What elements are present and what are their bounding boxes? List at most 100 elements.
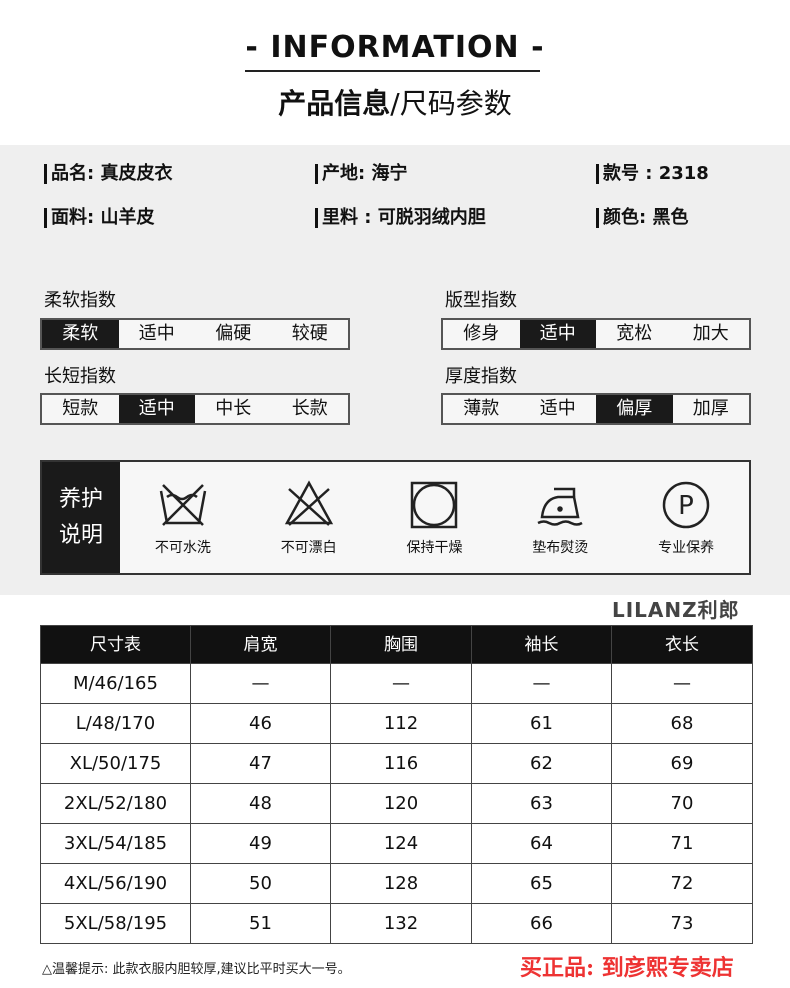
table-cell: 116 [330,743,472,784]
table-cell: 46 [190,703,331,744]
table-cell: L/48/170 [40,703,191,744]
table-cell: 50 [190,863,331,904]
attr-color: 颜色: 黑色 [596,208,688,228]
table-cell: — [611,663,753,704]
table-cell: 65 [471,863,612,904]
index-option: 适中 [539,398,576,419]
index-option: 长款 [291,398,328,419]
table-cell: 112 [330,703,472,744]
care-item-label: 垫布熨烫 [532,539,589,556]
table-cell: 4XL/56/190 [40,863,191,904]
table-cell: 68 [611,703,753,744]
care-item-label: 保持干燥 [406,539,463,556]
column-header: 肩宽 [190,625,331,664]
table-cell: 3XL/54/185 [40,823,191,864]
table-cell: 71 [611,823,753,864]
index-title: 柔软指数 [44,290,116,311]
professional-care-icon: P [662,481,710,528]
index-option: 较硬 [291,323,328,344]
column-header: 尺寸表 [40,625,191,664]
index-option: 适中 [138,323,175,344]
care-professional: P 专业保养 [623,462,749,573]
attr-name: 品名: 真皮皮衣 [44,164,172,184]
attr-origin: 产地: 海宁 [315,164,407,184]
table-cell: 5XL/58/195 [40,903,191,944]
index-option: 偏硬 [215,323,252,344]
iron-with-cloth-icon [537,487,583,526]
attr-lining: 里料 : 可脱羽绒内胆 [315,208,486,228]
table-cell: 63 [471,783,612,824]
table-cell: M/46/165 [40,663,191,704]
index-scale: 短款 适中 中长 长款 [40,393,350,425]
care-instructions: 养护说明 不可水洗 不可漂白 保持干燥 垫布熨烫 P 专业保养 [40,460,751,575]
care-label: 养护 说明 [42,462,120,573]
table-cell: — [190,663,331,704]
index-option-selected: 适中 [118,395,195,423]
no-bleach-icon [284,479,333,526]
index-option: 薄款 [463,398,500,419]
index-option-selected: 适中 [519,320,596,348]
svg-text:P: P [678,491,694,521]
no-wash-icon [159,483,207,526]
care-iron: 垫布熨烫 [497,462,623,573]
index-option: 短款 [62,398,99,419]
table-cell: 128 [330,863,472,904]
table-cell: 2XL/52/180 [40,783,191,824]
care-no-wash: 不可水洗 [120,462,246,573]
table-cell: 69 [611,743,753,784]
care-label-line2: 说明 [58,522,103,548]
index-scale: 修身 适中 宽松 加大 [441,318,751,350]
index-title: 版型指数 [445,290,517,311]
index-scale: 薄款 适中 偏厚 加厚 [441,393,751,425]
index-option: 加厚 [692,398,729,419]
table-row: 2XL/52/180 48 120 63 70 [40,783,753,824]
table-row: 4XL/56/190 50 128 65 72 [40,863,753,904]
index-title: 长短指数 [44,366,116,387]
header-title-en: - INFORMATION - [245,30,545,65]
table-row: M/46/165— — — — [40,663,753,704]
table-cell: 72 [611,863,753,904]
table-cell: XL/50/175 [40,743,191,784]
index-option: 中长 [215,398,252,419]
index-option: 加大 [692,323,729,344]
care-label-line1: 养护 [58,486,103,512]
store-watermark: 买正品: 到彦熙专卖店 [520,955,734,981]
table-cell: 124 [330,823,472,864]
table-cell: 47 [190,743,331,784]
index-scale: 柔软 适中 偏硬 较硬 [40,318,350,350]
header-divider [245,70,540,72]
table-cell: 66 [471,903,612,944]
attr-material: 面料: 山羊皮 [44,208,154,228]
care-item-label: 不可漂白 [280,539,337,556]
table-cell: — [471,663,612,704]
table-row: L/48/170 46 112 61 68 [40,703,753,744]
keep-dry-icon [411,481,458,528]
table-cell: 49 [190,823,331,864]
table-cell: 51 [190,903,331,944]
column-header: 衣长 [611,625,753,664]
size-note: △温馨提示: 此款衣服内胆较厚,建议比平时买大一号。 [42,962,351,977]
table-cell: 70 [611,783,753,824]
care-item-label: 不可水洗 [154,539,211,556]
header-title-bold: 产品信息 [278,87,391,120]
index-title: 厚度指数 [445,366,517,387]
index-option: 修身 [463,323,500,344]
table-cell: 132 [330,903,472,944]
table-cell: — [330,663,472,704]
care-no-bleach: 不可漂白 [246,462,372,573]
header-title-rest: /尺码参数 [390,87,512,120]
table-cell: 48 [190,783,331,824]
column-header: 胸围 [330,625,472,664]
index-option-selected: 柔软 [42,320,119,348]
attr-style-no: 款号 : 2318 [596,164,709,184]
table-cell: 73 [611,903,753,944]
table-row: 3XL/54/185 49 124 64 71 [40,823,753,864]
index-option-selected: 偏厚 [596,395,673,423]
care-keep-dry: 保持干燥 [372,462,498,573]
table-row: XL/50/175 47 116 62 69 [40,743,753,784]
care-item-label: 专业保养 [658,539,715,556]
table-row: 5XL/58/195 51 132 66 73 [40,903,753,944]
table-header-row: 尺寸表 肩宽 胸围 袖长 衣长 [40,625,753,664]
size-table: 尺寸表 肩宽 胸围 袖长 衣长 M/46/165— — — — L/48/170 46 112 61 6… [40,625,753,944]
index-option: 宽松 [616,323,653,344]
